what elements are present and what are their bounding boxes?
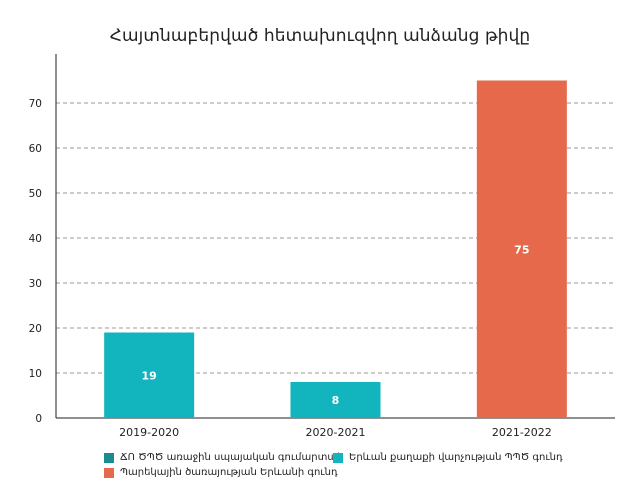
- legend-item-1: ՃՈ ԾՊԾ առաջին սպայական գումարտակ: [104, 452, 343, 463]
- bars: [104, 80, 567, 418]
- x-tick-label-1: 2019-2020: [119, 426, 179, 439]
- legend-item-3: Պարեկային ծառայության Երևանի գունդ: [104, 467, 338, 478]
- bar-2: [290, 382, 381, 418]
- chart-title: Հայտնաբերված հետախուզվող անձանց թիվը: [109, 26, 531, 46]
- legend-label-2: Երևան քաղաքի վարչության ՊՊԾ գունդ: [349, 452, 563, 463]
- y-tick-label: 10: [29, 368, 42, 380]
- bar-1: [104, 332, 195, 418]
- data-label-1: 19: [142, 369, 157, 382]
- data-label-2: 8: [332, 394, 340, 407]
- legend-label-3: Պարեկային ծառայության Երևանի գունդ: [120, 467, 338, 478]
- legend-label-1: ՃՈ ԾՊԾ առաջին սպայական գումարտակ: [120, 452, 344, 463]
- legend-swatch-3: [104, 467, 114, 478]
- legend-swatch-2: [333, 452, 343, 463]
- bar-3: [476, 80, 567, 418]
- y-tick-label: 60: [29, 143, 42, 155]
- x-tick-label-2: 2020-2021: [306, 426, 366, 439]
- y-tick-label: 20: [29, 323, 42, 335]
- y-tick-label: 70: [29, 98, 42, 110]
- data-label-3: 75: [514, 243, 529, 256]
- y-tick-label: 50: [29, 188, 42, 200]
- legend-item-2: Երևան քաղաքի վարչության ՊՊԾ գունդ: [333, 452, 563, 463]
- x-tick-label-3: 2021-2022: [492, 426, 552, 439]
- y-tick-label: 0: [35, 413, 42, 425]
- labels: 19 2019-2020 8 2020-2021 75 2021-2022: [119, 243, 552, 439]
- y-tick-label: 40: [29, 233, 42, 245]
- y-tick-label: 30: [29, 278, 42, 290]
- legend-swatch-1: [104, 452, 114, 463]
